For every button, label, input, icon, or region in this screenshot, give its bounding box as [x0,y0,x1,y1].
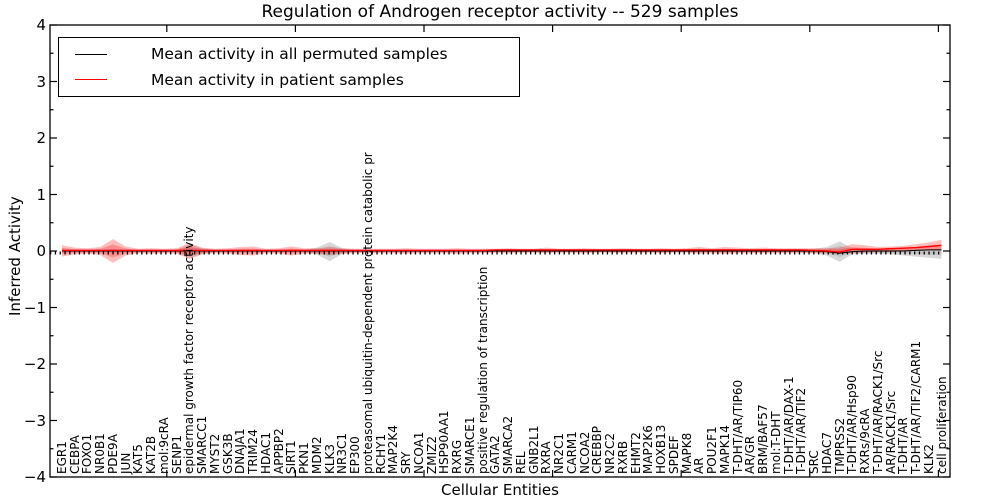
x-tick-label: KAT2B [144,435,159,474]
x-tick-label: GSK3B [220,433,235,474]
x-tick-label: NCOA2 [577,431,592,474]
x-tick-label: NCOA1 [411,431,426,474]
x-tick-label: CEBPA [67,435,82,474]
x-tick-label: FOXO1 [80,433,95,474]
x-tick-label: MDM2 [309,436,324,474]
x-tick-label: SENP1 [169,434,184,474]
x-tick-label: AR/GR [743,435,758,474]
x-tick-label: mol:T-DHT [768,411,783,474]
x-tick-label: RXRB [615,440,630,474]
x-tick-label: SPDEF [666,435,681,474]
x-tick-label: SMARCA2 [501,415,516,474]
x-tick-label: SRC [807,450,822,474]
x-tick-label: BRM/BAF57 [756,404,771,474]
x-tick-label: AR [692,457,707,474]
x-tick-label: HSP90AA1 [437,410,452,474]
x-tick-label: EHMT2 [628,432,643,474]
y-tick-label: −1 [23,298,46,317]
x-tick-label: T-DHT/AR/TIF2/CARM1 [909,340,924,474]
y-tick-label: 0 [36,242,46,260]
x-tick-label: POU2F1 [705,426,720,474]
x-tick-label: SIRT1 [284,440,299,474]
x-tick-label: NR0B1 [93,433,108,474]
x-tick-label: TRIM24 [246,429,261,474]
y-tick-label: −3 [23,411,46,430]
x-tick-label: PKN1 [297,442,312,474]
x-tick-label: KAT5 [131,444,146,474]
x-tick-label: APPBP2 [271,428,286,474]
x-tick-label: MAP2K4 [386,425,401,474]
x-tick-label: proteasomal ubiquitin-dependent protein … [360,152,375,474]
legend-line-red [75,79,107,81]
x-tick-label: DNAJA1 [233,428,248,474]
x-tick-label: T-DHT/AR/RACK1/Src [870,350,885,474]
x-tick-label: MAPK14 [717,425,732,474]
x-tick-label: GNB2L1 [526,425,541,474]
x-tick-label: HDAC1 [258,431,273,474]
x-tick-label: RXRG [450,439,465,474]
x-axis-label: Cellular Entities [441,481,559,499]
legend-label-permuted: Mean activity in all permuted samples [151,45,448,64]
x-tick-label: ZMIZ2 [424,436,439,474]
x-tick-label: JUN [118,452,133,474]
patient-mean-line [62,244,942,253]
x-tick-label: SMARCC1 [195,415,210,474]
x-tick-label: EGR1 [55,441,69,474]
x-tick-label: RCHY1 [373,433,388,474]
y-tick-label: 3 [36,72,46,91]
x-tick-label: T-DHT/AR/DAX-1 [781,376,796,474]
x-tick-label: mol:9cRA [156,417,171,474]
x-tick-label: CARM1 [564,431,579,474]
y-tick-label: 2 [36,129,46,147]
y-tick-label: 1 [36,185,46,204]
x-tick-label: NR2C2 [603,433,618,474]
x-tick-label: AR/RACK1/Src [883,390,898,474]
x-tick-label: MAPK8 [679,432,694,474]
x-tick-label: T-DHT/AR/TIF2 [794,387,809,474]
x-tick-label: EP300 [348,436,363,474]
x-tick-label: KLK2 [921,443,936,474]
x-tick-label: HOXB13 [654,424,669,474]
x-tick-label: TMPRSS2 [832,417,847,474]
x-tick-label: RXRA [539,441,554,474]
x-tick-label: T-DHT/AR/TIP60 [730,379,745,474]
x-tick-label: T-DHT/AR [896,417,911,474]
legend: Mean activity in all permuted samples Me… [58,37,520,97]
chart-title: Regulation of Androgen receptor activity… [261,2,739,22]
x-tick-label: CREBBP [590,426,605,474]
x-tick-label: KLK3 [322,443,337,474]
legend-label-patient: Mean activity in patient samples [151,70,404,89]
x-tick-label: HDAC7 [819,431,834,474]
x-tick-label: SMARCE1 [462,416,477,474]
x-tick-label: RXRs/9cRA [858,408,873,474]
x-tick-label: MYST2 [207,433,222,474]
legend-entry-patient: Mean activity in patient samples [59,71,519,89]
x-tick-label: MAP2K6 [641,425,656,474]
x-tick-label: SRY [399,451,414,474]
y-tick-label: −2 [23,355,46,373]
x-tick-label: T-DHT/AR/Hsp90 [845,375,860,474]
x-tick-label: cell proliferation [934,376,949,474]
x-tick-label: epidermal growth factor receptor activit… [182,226,197,474]
legend-line-black [75,53,107,55]
x-tick-label: PDE9A [105,434,120,474]
legend-entry-permuted: Mean activity in all permuted samples [59,45,519,63]
x-tick-label: REL [513,451,528,474]
x-tick-label: NR3C1 [335,433,350,474]
x-tick-label: positive regulation of transcription [475,266,490,474]
x-tick-label: NR2C1 [552,433,567,474]
y-tick-label: −4 [23,468,46,486]
x-tick-label: GATA2 [488,435,503,474]
y-tick-label: 4 [36,16,46,34]
